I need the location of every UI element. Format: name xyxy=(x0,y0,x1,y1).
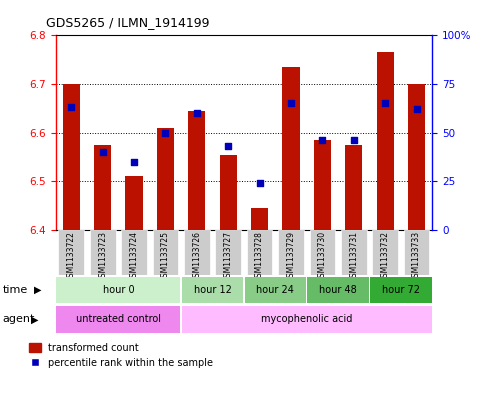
Bar xyxy=(244,277,306,303)
Point xyxy=(319,137,327,143)
Bar xyxy=(94,145,111,230)
Point xyxy=(193,110,201,116)
Text: GSM1133728: GSM1133728 xyxy=(255,231,264,282)
Text: untreated control: untreated control xyxy=(76,314,161,324)
Bar xyxy=(126,176,142,230)
Bar xyxy=(63,84,80,230)
Text: agent: agent xyxy=(2,314,35,324)
Bar xyxy=(56,306,181,332)
Bar xyxy=(310,230,335,275)
Bar xyxy=(283,67,299,230)
Point xyxy=(99,149,107,155)
Text: ▶: ▶ xyxy=(34,285,42,295)
Bar xyxy=(404,230,429,275)
Text: GDS5265 / ILMN_1914199: GDS5265 / ILMN_1914199 xyxy=(46,17,210,29)
Text: GSM1133723: GSM1133723 xyxy=(98,231,107,282)
Bar xyxy=(121,230,147,275)
Bar xyxy=(247,230,272,275)
Text: GSM1133727: GSM1133727 xyxy=(224,231,233,282)
Point xyxy=(412,106,420,112)
Bar xyxy=(345,145,362,230)
Text: ▶: ▶ xyxy=(31,314,39,324)
Bar xyxy=(157,128,174,230)
Bar xyxy=(314,140,331,230)
Point xyxy=(130,159,138,165)
Text: hour 72: hour 72 xyxy=(382,285,420,295)
Point xyxy=(256,180,264,186)
Text: GSM1133729: GSM1133729 xyxy=(286,231,296,282)
Text: hour 12: hour 12 xyxy=(194,285,231,295)
Text: time: time xyxy=(2,285,28,295)
Bar xyxy=(182,277,243,303)
Bar xyxy=(370,277,432,303)
Bar xyxy=(251,208,268,230)
Bar xyxy=(408,84,425,230)
Bar xyxy=(153,230,178,275)
Point xyxy=(68,104,75,110)
Point xyxy=(382,100,389,107)
Bar xyxy=(184,230,210,275)
Bar xyxy=(56,277,181,303)
Text: GSM1133725: GSM1133725 xyxy=(161,231,170,282)
Point xyxy=(287,100,295,107)
Bar xyxy=(307,277,369,303)
Text: GSM1133726: GSM1133726 xyxy=(192,231,201,282)
Text: GSM1133731: GSM1133731 xyxy=(349,231,358,282)
Bar xyxy=(188,111,205,230)
Bar xyxy=(220,154,237,230)
Bar xyxy=(215,230,241,275)
Text: hour 24: hour 24 xyxy=(256,285,294,295)
Text: hour 48: hour 48 xyxy=(319,285,357,295)
Legend: transformed count, percentile rank within the sample: transformed count, percentile rank withi… xyxy=(29,343,213,368)
Bar xyxy=(182,306,432,332)
Text: hour 0: hour 0 xyxy=(102,285,134,295)
Bar xyxy=(278,230,304,275)
Point xyxy=(224,143,232,149)
Point xyxy=(161,130,170,136)
Text: mycophenolic acid: mycophenolic acid xyxy=(261,314,353,324)
Bar xyxy=(377,52,394,230)
Text: GSM1133730: GSM1133730 xyxy=(318,231,327,283)
Bar xyxy=(58,230,84,275)
Text: GSM1133724: GSM1133724 xyxy=(129,231,139,282)
Text: GSM1133722: GSM1133722 xyxy=(67,231,76,282)
Point xyxy=(350,137,357,143)
Text: GSM1133733: GSM1133733 xyxy=(412,231,421,283)
Bar xyxy=(90,230,115,275)
Bar xyxy=(372,230,398,275)
Text: GSM1133732: GSM1133732 xyxy=(381,231,390,282)
Bar xyxy=(341,230,367,275)
